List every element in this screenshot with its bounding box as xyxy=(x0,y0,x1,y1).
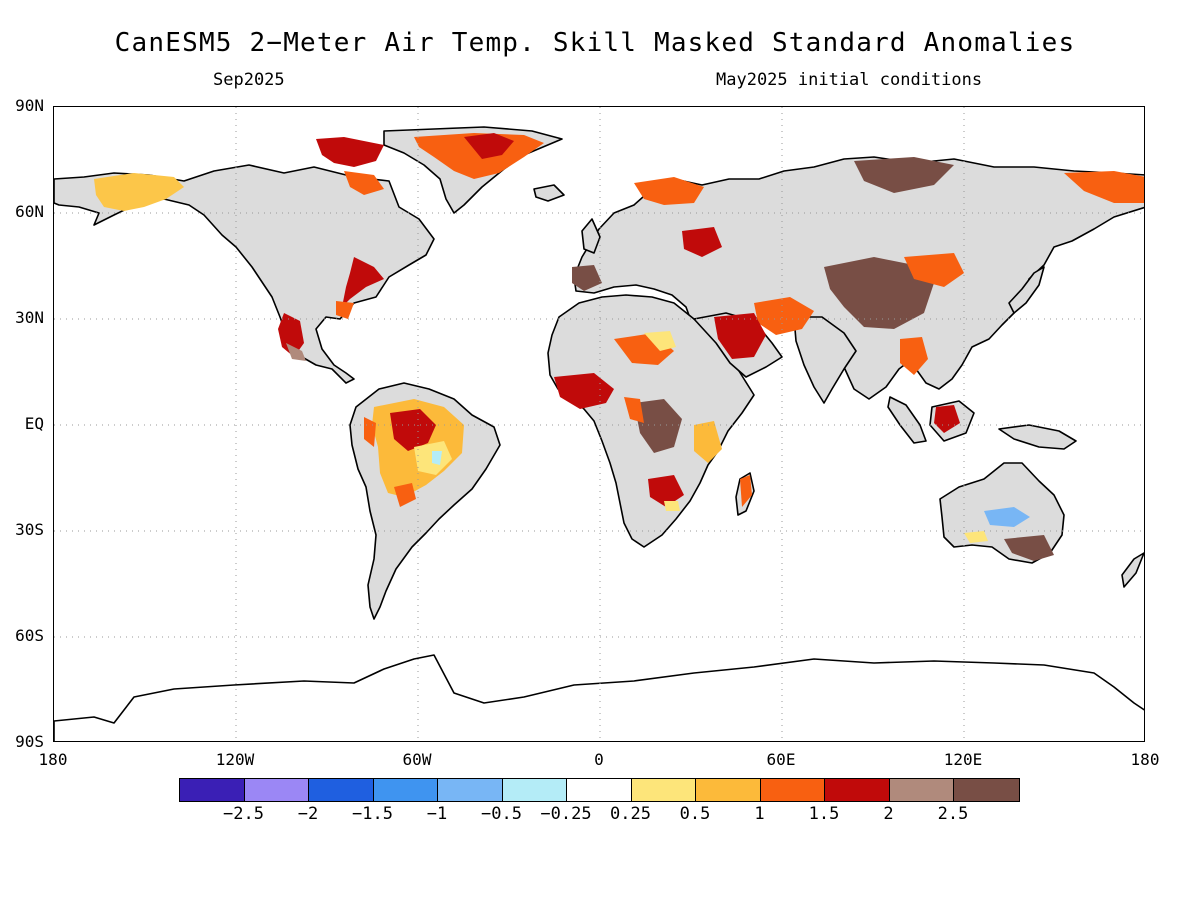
world-map xyxy=(53,106,1145,742)
legend-tick-label: 0.25 xyxy=(610,804,651,824)
legend-tick-label: −2 xyxy=(297,804,319,824)
india xyxy=(793,316,857,404)
iceland xyxy=(533,184,565,202)
legend-tick-label: −0.5 xyxy=(481,804,522,824)
legend-color-box xyxy=(631,779,696,801)
legend-color-box xyxy=(438,779,503,801)
sumatra xyxy=(887,396,927,444)
legend-color-box xyxy=(373,779,438,801)
lon-label-120w: 120W xyxy=(215,750,255,769)
forecast-month: Sep2025 xyxy=(213,70,285,90)
graticule xyxy=(54,107,1144,741)
legend-color-box xyxy=(244,779,309,801)
legend-color-box xyxy=(954,779,1019,801)
land-masked-areas xyxy=(54,126,1144,741)
legend-tick-label: 2.5 xyxy=(937,804,969,824)
lat-label-90n: 90N xyxy=(15,96,44,115)
lat-label-60n: 60N xyxy=(15,202,44,221)
lon-label-0: 0 xyxy=(594,750,604,769)
legend-color-box xyxy=(309,779,374,801)
japan xyxy=(1008,266,1045,314)
lon-label-120e: 120E xyxy=(943,750,983,769)
legend-tick-label: 2 xyxy=(883,804,894,824)
lat-label-eq: EQ xyxy=(24,414,44,433)
legend-tick-label: −1.5 xyxy=(352,804,393,824)
legend-tick-label: 1.5 xyxy=(808,804,840,824)
anomaly-patches xyxy=(94,133,1144,561)
legend-color-box xyxy=(567,779,632,801)
legend-tick-label: 1 xyxy=(754,804,765,824)
map-title: CanESM5 2−Meter Air Temp. Skill Masked S… xyxy=(114,28,1076,58)
british-isles xyxy=(581,218,601,254)
antarctica xyxy=(54,654,1144,741)
legend-color-box xyxy=(180,779,245,801)
legend-tick-label: 0.5 xyxy=(679,804,711,824)
lon-label-180e: 180 xyxy=(1130,750,1160,769)
legend-tick-label: −1 xyxy=(426,804,448,824)
lat-label-30s: 30S xyxy=(15,520,44,539)
legend-color-box xyxy=(696,779,761,801)
lat-label-60s: 60S xyxy=(15,626,44,645)
new-zealand xyxy=(1121,552,1144,588)
lon-label-60w: 60W xyxy=(402,750,432,769)
legend-tick-label: −0.25 xyxy=(540,804,592,824)
lat-label-30n: 30N xyxy=(15,308,44,327)
legend-tick-label: −2.5 xyxy=(223,804,264,824)
new-guinea xyxy=(998,424,1077,450)
color-legend xyxy=(179,778,1020,802)
lon-label-60e: 60E xyxy=(766,750,796,769)
initial-conditions-label: May2025 initial conditions xyxy=(716,70,983,90)
legend-color-box xyxy=(760,779,825,801)
legend-color-box xyxy=(502,779,567,801)
lon-label-180w: 180 xyxy=(38,750,68,769)
legend-color-box xyxy=(889,779,954,801)
legend-color-box xyxy=(825,779,890,801)
lat-label-90s: 90S xyxy=(15,732,44,751)
